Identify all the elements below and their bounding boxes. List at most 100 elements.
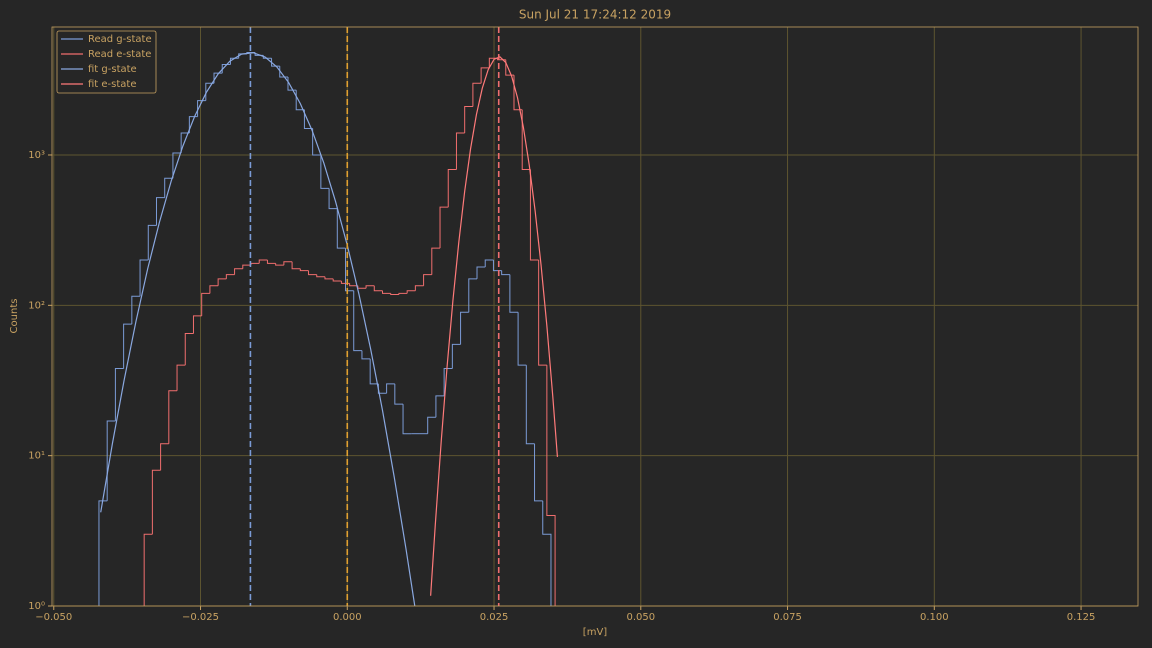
histogram-bin: [365, 285, 375, 289]
histogram-bin: [394, 383, 404, 405]
histogram-bin: [320, 154, 330, 189]
histogram-bin: [299, 268, 309, 272]
histogram-bin: [517, 312, 527, 366]
histogram-bin: [443, 367, 453, 396]
x-tick-label: −0.050: [35, 612, 72, 623]
histogram-bin: [361, 350, 371, 360]
histogram-bin: [525, 365, 535, 445]
histogram-bin: [324, 276, 334, 280]
legend-label: fit e-state: [88, 79, 137, 90]
histogram-bin: [546, 365, 556, 606]
histogram-bin: [336, 208, 346, 249]
histogram-bin: [447, 169, 457, 208]
histogram-bin: [476, 266, 486, 279]
plot-frame: [51, 26, 1139, 607]
legend-label: fit g-state: [88, 64, 137, 75]
histogram-bin: [201, 292, 210, 316]
histogram-bin: [390, 293, 399, 296]
histogram-bin: [271, 58, 280, 67]
histogram-bin: [283, 261, 293, 266]
histogram-bin: [164, 177, 173, 198]
histogram-bin: [160, 443, 169, 471]
histogram-bin: [381, 290, 391, 294]
y-tick-label: 10¹: [28, 451, 45, 462]
histogram-bin: [406, 290, 416, 294]
plot-area: [98, 27, 559, 606]
histogram-bin: [291, 261, 301, 270]
histogram-bin: [402, 404, 412, 435]
y-tick-label: 10²: [28, 300, 45, 311]
x-tick-label: 0.100: [920, 612, 949, 623]
histogram-bin: [172, 152, 182, 179]
x-tick-label: 0.050: [626, 612, 655, 623]
histogram-bin: [168, 390, 178, 444]
histogram-bin: [184, 332, 194, 366]
histogram-bin: [234, 268, 243, 275]
fit-line: [100, 52, 416, 606]
histogram-bin: [468, 278, 478, 313]
histogram-bin: [242, 264, 252, 269]
x-axis-label: [mV]: [583, 627, 607, 638]
histogram-bin: [143, 533, 153, 606]
histogram-bin: [464, 106, 473, 134]
histogram-bin: [258, 259, 268, 264]
x-tick-label: 0.125: [1067, 612, 1096, 623]
histogram-bin: [192, 315, 202, 334]
legend-label: Read g-state: [88, 34, 152, 45]
histogram-bin: [484, 259, 494, 267]
histogram-bin: [414, 285, 424, 291]
histogram-bin: [538, 260, 547, 366]
y-axis-label: Counts: [9, 299, 20, 334]
histogram-bin: [316, 274, 325, 278]
histogram-bin: [423, 274, 432, 286]
histogram-bin: [332, 278, 342, 282]
histogram-bin: [176, 364, 186, 391]
histogram-bin: [435, 395, 445, 418]
histogram-bin: [353, 290, 362, 352]
histogram-bin: [480, 67, 490, 84]
histogram-bin: [147, 224, 157, 261]
histogram-bin: [460, 311, 469, 345]
legend: Read g-state Read e-state fit g-state fit e…: [56, 30, 157, 94]
histogram-bin: [509, 274, 519, 313]
histogram-bin: [542, 500, 552, 606]
histogram-bin: [180, 132, 190, 154]
histogram-bin: [386, 383, 395, 394]
histogram-bin: [534, 443, 543, 502]
histogram-bin: [98, 500, 108, 606]
x-tick-label: −0.025: [182, 612, 219, 623]
histogram-bin: [529, 169, 539, 261]
y-tick-label: 10³: [28, 150, 45, 161]
histogram-bin: [427, 416, 436, 434]
histogram-bin: [328, 188, 338, 210]
histogram-bin: [312, 128, 321, 156]
x-tick-label: 0.000: [333, 612, 362, 623]
legend-label: Read e-state: [88, 49, 151, 60]
histogram-bin: [303, 109, 313, 130]
histogram-bin: [369, 358, 379, 385]
histogram-bin: [209, 285, 219, 294]
histogram-bin: [398, 292, 408, 295]
x-tick-label: 0.075: [773, 612, 802, 623]
histogram-bin: [131, 295, 141, 325]
histogram-bin: [451, 343, 461, 369]
histogram-bin: [308, 270, 317, 276]
histogram-bin: [114, 367, 124, 422]
histogram-bin: [151, 469, 161, 535]
histogram-bin: [439, 206, 449, 249]
histogram-bin: [155, 197, 165, 226]
fit-line: [430, 56, 559, 596]
y-tick-label: 10⁰: [28, 601, 45, 612]
chart-title: Sun Jul 21 17:24:12 2019: [519, 8, 671, 22]
histogram-bin: [431, 247, 441, 275]
legend-box: [56, 30, 157, 94]
histogram-bin: [275, 263, 284, 266]
histogram-bin: [225, 274, 235, 279]
histogram-bin: [139, 259, 149, 297]
histogram-bin: [266, 260, 276, 264]
histogram-bin: [349, 283, 358, 287]
histogram-bin: [217, 278, 227, 286]
histogram-bin: [123, 323, 132, 369]
